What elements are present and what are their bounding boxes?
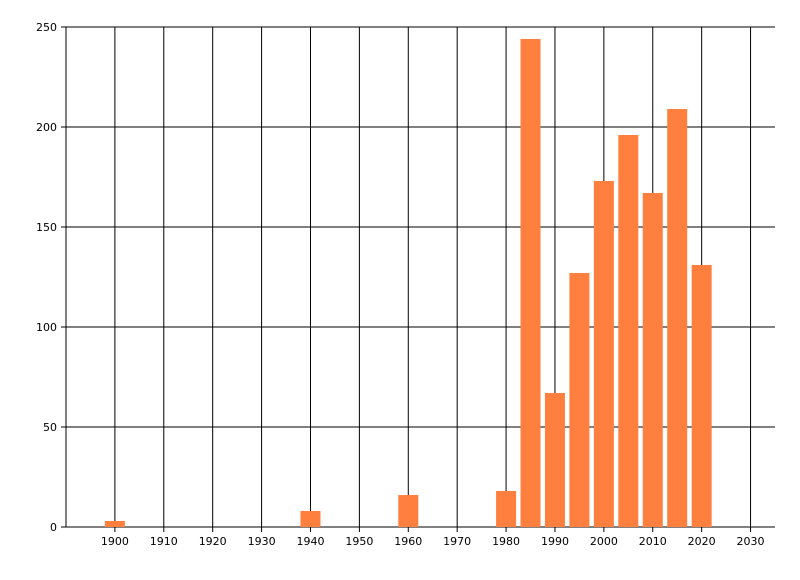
x-tick-label: 1980 (492, 535, 520, 548)
y-tick-label: 250 (36, 21, 57, 34)
x-tick-label: 1990 (541, 535, 569, 548)
x-tick-label: 1900 (101, 535, 129, 548)
bar (104, 521, 125, 527)
bar (593, 181, 614, 527)
x-tick-label: 1940 (296, 535, 324, 548)
y-tick-label: 50 (43, 421, 57, 434)
bar (642, 193, 663, 527)
x-tick-label: 2010 (639, 535, 667, 548)
bar (398, 495, 419, 527)
bar (300, 511, 321, 527)
x-tick-label: 1920 (199, 535, 227, 548)
y-tick-label: 100 (36, 321, 57, 334)
x-tick-label: 1960 (394, 535, 422, 548)
bar (667, 109, 688, 527)
y-tick-label: 200 (36, 121, 57, 134)
x-tick-label: 2030 (737, 535, 765, 548)
x-tick-label: 1970 (443, 535, 471, 548)
bar (569, 273, 590, 527)
y-tick-label: 150 (36, 221, 57, 234)
x-tick-label: 1910 (150, 535, 178, 548)
bar (544, 393, 565, 527)
x-tick-label: 1930 (248, 535, 276, 548)
bar (520, 39, 541, 527)
bar (618, 135, 639, 527)
y-tick-label: 0 (50, 521, 57, 534)
x-tick-label: 2000 (590, 535, 618, 548)
bar (496, 491, 517, 527)
bar (691, 265, 712, 527)
x-tick-label: 1950 (345, 535, 373, 548)
x-tick-label: 2020 (688, 535, 716, 548)
